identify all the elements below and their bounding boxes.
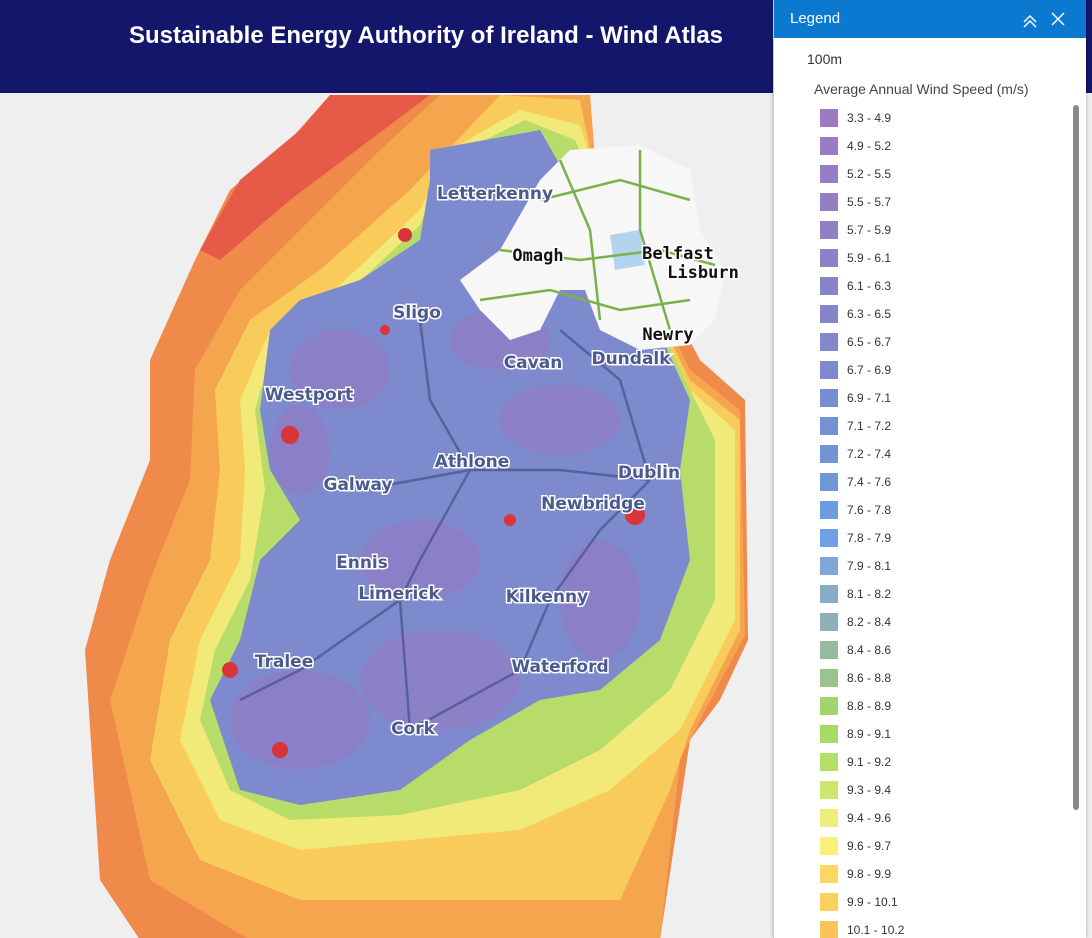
legend-swatch bbox=[820, 669, 838, 687]
legend-label: 5.9 - 6.1 bbox=[847, 251, 892, 265]
place-label: Cork bbox=[391, 719, 436, 739]
legend-label: 8.4 - 8.6 bbox=[847, 643, 892, 657]
legend-label: 7.4 - 7.6 bbox=[847, 475, 892, 489]
place-label: Kilkenny bbox=[506, 587, 589, 607]
place-label: Newbridge bbox=[541, 494, 645, 514]
legend-swatch bbox=[820, 361, 838, 379]
place-label: Lisburn bbox=[667, 263, 739, 283]
place-label: Sligo bbox=[393, 303, 441, 323]
legend-swatch bbox=[820, 641, 838, 659]
legend-label: 7.9 - 8.1 bbox=[847, 559, 892, 573]
place-label: Westport bbox=[265, 385, 353, 405]
legend-swatch bbox=[820, 585, 838, 603]
legend-swatch bbox=[820, 529, 838, 547]
legend-swatch bbox=[820, 165, 838, 183]
app-title: Sustainable Energy Authority of Ireland … bbox=[128, 22, 724, 49]
legend-panel: Legend 100m Average Annual Wind Speed (m… bbox=[773, 0, 1086, 938]
legend-swatch bbox=[820, 305, 838, 323]
legend-label: 9.6 - 9.7 bbox=[847, 839, 892, 853]
legend-label: 5.7 - 5.9 bbox=[847, 223, 892, 237]
legend-swatch bbox=[820, 753, 838, 771]
legend-label: 8.2 - 8.4 bbox=[847, 615, 892, 629]
legend-swatch bbox=[820, 193, 838, 211]
legend-label: 3.3 - 4.9 bbox=[847, 111, 892, 125]
legend-label: 4.9 - 5.2 bbox=[847, 139, 892, 153]
legend-label: 6.3 - 6.5 bbox=[847, 307, 892, 321]
legend-label: 6.1 - 6.3 bbox=[847, 279, 892, 293]
legend-swatch bbox=[820, 865, 838, 883]
legend-swatch bbox=[820, 473, 838, 491]
place-label: Ennis bbox=[336, 553, 388, 573]
legend-label: 6.9 - 7.1 bbox=[847, 391, 892, 405]
legend-swatch bbox=[820, 893, 838, 911]
place-label: Newry bbox=[642, 325, 693, 345]
legend-swatch bbox=[820, 445, 838, 463]
place-label: Waterford bbox=[511, 657, 608, 677]
legend-label: 8.8 - 8.9 bbox=[847, 699, 892, 713]
place-label: Belfast bbox=[642, 244, 714, 264]
legend-label: 9.4 - 9.6 bbox=[847, 811, 892, 825]
place-label: Dublin bbox=[618, 463, 680, 483]
legend-label: 9.9 - 10.1 bbox=[847, 895, 898, 909]
legend-label: 8.6 - 8.8 bbox=[847, 671, 892, 685]
legend-label: 7.2 - 7.4 bbox=[847, 447, 892, 461]
place-label: Letterkenny bbox=[437, 184, 553, 204]
legend-label: 6.5 - 6.7 bbox=[847, 335, 892, 349]
place-label: Cavan bbox=[504, 353, 563, 373]
legend-swatch bbox=[820, 249, 838, 267]
legend-label: 7.8 - 7.9 bbox=[847, 531, 892, 545]
place-label: Omagh bbox=[512, 246, 563, 266]
legend-swatch bbox=[820, 557, 838, 575]
legend-swatch bbox=[820, 501, 838, 519]
legend-swatch bbox=[820, 221, 838, 239]
legend-label: 5.5 - 5.7 bbox=[847, 195, 892, 209]
legend-swatch bbox=[820, 921, 838, 938]
layer-name: 100m bbox=[807, 51, 843, 67]
place-label: Athlone bbox=[435, 452, 510, 472]
legend-swatch bbox=[820, 725, 838, 743]
legend-swatch bbox=[820, 137, 838, 155]
legend-subtitle: Average Annual Wind Speed (m/s) bbox=[814, 81, 1029, 97]
legend-swatch bbox=[820, 809, 838, 827]
collapse-button[interactable] bbox=[1023, 14, 1037, 28]
place-label: Dundalk bbox=[591, 349, 671, 369]
place-label: Limerick bbox=[358, 584, 440, 604]
legend-label: 9.8 - 9.9 bbox=[847, 867, 892, 881]
legend-label: 8.1 - 8.2 bbox=[847, 587, 892, 601]
legend-label: 10.1 - 10.2 bbox=[847, 923, 905, 937]
legend-controls bbox=[1023, 12, 1065, 28]
legend-swatch bbox=[820, 417, 838, 435]
legend-header: Legend bbox=[774, 0, 1086, 38]
legend-swatch bbox=[820, 109, 838, 127]
legend-label: 5.2 - 5.5 bbox=[847, 167, 892, 181]
legend-label: 9.3 - 9.4 bbox=[847, 783, 892, 797]
legend-label: 6.7 - 6.9 bbox=[847, 363, 892, 377]
legend-swatch bbox=[820, 697, 838, 715]
legend-label: 7.6 - 7.8 bbox=[847, 503, 892, 517]
legend-swatch bbox=[820, 389, 838, 407]
legend-swatch bbox=[820, 613, 838, 631]
legend-label: 8.9 - 9.1 bbox=[847, 727, 892, 741]
legend-swatch bbox=[820, 837, 838, 855]
close-button[interactable] bbox=[1051, 12, 1065, 26]
legend-label: 7.1 - 7.2 bbox=[847, 419, 892, 433]
place-label: Tralee bbox=[255, 652, 313, 672]
legend-title: Legend bbox=[790, 10, 841, 27]
scrollbar[interactable] bbox=[1073, 105, 1079, 810]
place-label: Galway bbox=[324, 475, 393, 495]
legend-label: 9.1 - 9.2 bbox=[847, 755, 892, 769]
legend-swatch bbox=[820, 277, 838, 295]
legend-swatch bbox=[820, 333, 838, 351]
legend-swatch bbox=[820, 781, 838, 799]
